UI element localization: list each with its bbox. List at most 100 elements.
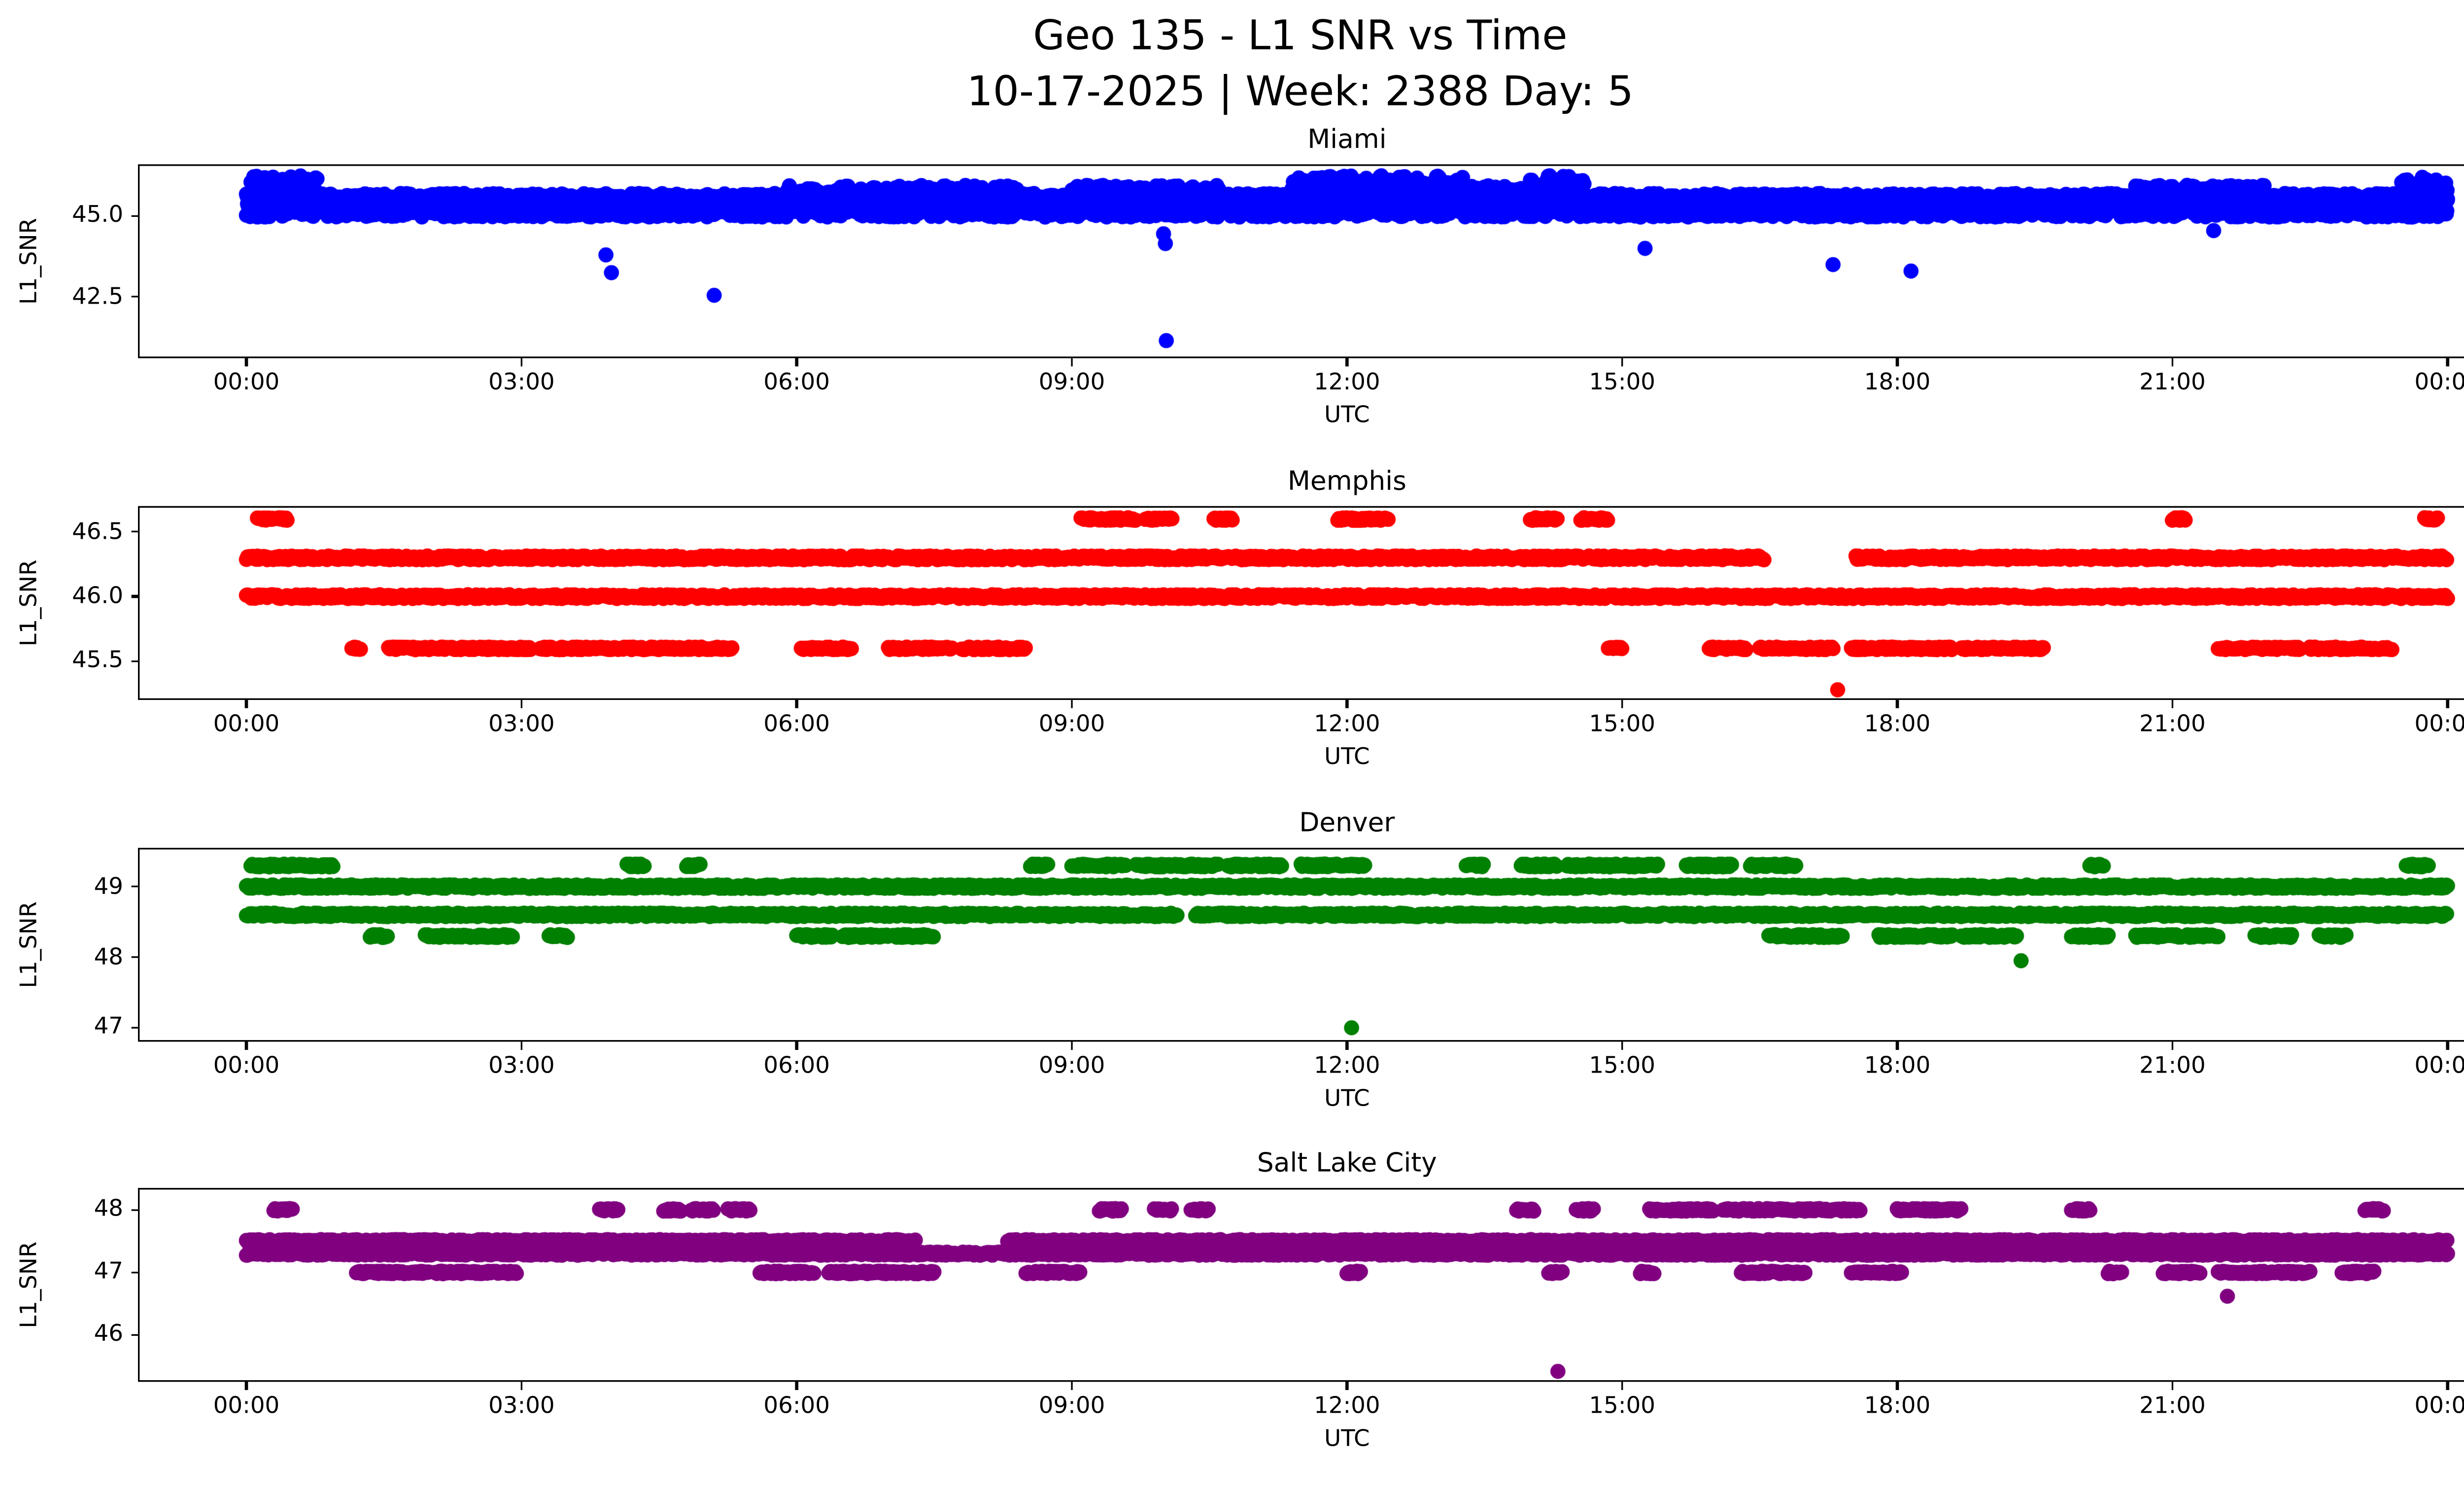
x-tick-label: 03:00: [488, 1393, 555, 1420]
y-tick-label: 48: [94, 944, 124, 971]
x-tickmark: [245, 1042, 247, 1049]
x-tickmark: [795, 1382, 798, 1390]
y-axis-label-salt-lake-city: L1_SNR: [16, 1241, 43, 1328]
x-tickmark: [795, 700, 798, 708]
x-tickmark: [2446, 358, 2449, 366]
x-tickmark: [1346, 1382, 1348, 1390]
x-tick-label: 00:00: [2414, 711, 2464, 738]
x-tick-label: 12:00: [1314, 370, 1380, 396]
y-axis-label-memphis: L1_SNR: [16, 559, 43, 647]
y-tick-label: 46.0: [72, 583, 124, 610]
x-tickmark: [2446, 1382, 2449, 1390]
x-axis-label-miami: UTC: [1324, 402, 1370, 429]
x-tickmark: [520, 1042, 523, 1049]
x-tick-label: 12:00: [1314, 711, 1380, 738]
x-tick-label: 09:00: [1038, 1393, 1105, 1420]
x-tick-label: 00:00: [213, 711, 280, 738]
x-tick-label: 09:00: [1038, 1053, 1105, 1080]
x-tickmark: [1896, 700, 1899, 708]
subplot-title-memphis: Memphis: [1287, 465, 1406, 496]
x-axis-label-salt-lake-city: UTC: [1324, 1426, 1370, 1453]
x-tickmark: [1346, 358, 1348, 366]
x-tickmark: [1346, 700, 1348, 708]
x-tickmark: [2446, 700, 2449, 708]
x-tick-label: 00:00: [2414, 370, 2464, 396]
y-tick-label: 46.5: [72, 519, 124, 545]
x-tickmark: [795, 1042, 798, 1049]
x-tick-label: 15:00: [1589, 711, 1655, 738]
x-tick-label: 06:00: [763, 1393, 830, 1420]
y-tickmark: [131, 1209, 138, 1211]
y-tick-label: 47: [94, 1014, 124, 1041]
scatter-canvas-miami: [138, 164, 2464, 358]
x-tickmark: [1621, 700, 1623, 708]
y-tickmark: [131, 531, 138, 533]
x-tick-label: 18:00: [1864, 1053, 1931, 1080]
scatter-canvas-denver: [138, 848, 2464, 1042]
subplot-title-denver: Denver: [1299, 806, 1395, 838]
y-tickmark: [131, 595, 138, 598]
x-tickmark: [520, 700, 523, 708]
x-tickmark: [795, 358, 798, 366]
y-axis-label-denver: L1_SNR: [16, 901, 43, 988]
x-tick-label: 21:00: [2139, 370, 2206, 396]
x-tick-label: 06:00: [763, 1053, 830, 1080]
x-tickmark: [1346, 1042, 1348, 1049]
x-tickmark: [1621, 358, 1623, 366]
x-tick-label: 03:00: [488, 370, 555, 396]
x-tick-label: 03:00: [488, 711, 555, 738]
x-tickmark: [245, 358, 247, 366]
x-tick-label: 21:00: [2139, 711, 2206, 738]
y-tick-label: 47: [94, 1259, 124, 1286]
x-tickmark: [1071, 1382, 1073, 1390]
y-tickmark: [131, 1334, 138, 1336]
x-tick-label: 21:00: [2139, 1053, 2206, 1080]
y-tickmark: [131, 296, 138, 298]
scatter-canvas-memphis: [138, 506, 2464, 700]
x-tickmark: [2171, 1382, 2174, 1390]
x-tick-label: 18:00: [1864, 370, 1931, 396]
x-axis-label-denver: UTC: [1324, 1086, 1370, 1113]
x-tick-label: 12:00: [1314, 1053, 1380, 1080]
x-tick-label: 15:00: [1589, 1053, 1655, 1080]
y-axis-label-miami: L1_SNR: [16, 218, 43, 305]
x-tickmark: [520, 358, 523, 366]
y-tickmark: [131, 660, 138, 662]
x-tickmark: [2171, 1042, 2174, 1049]
x-tickmark: [2171, 358, 2174, 366]
subplot-title-salt-lake-city: Salt Lake City: [1257, 1147, 1437, 1179]
x-tickmark: [2446, 1042, 2449, 1049]
x-tick-label: 00:00: [213, 1053, 280, 1080]
x-tickmark: [1621, 1382, 1623, 1390]
x-tick-label: 18:00: [1864, 711, 1931, 738]
y-tickmark: [131, 1271, 138, 1274]
x-tick-label: 12:00: [1314, 1393, 1380, 1420]
subplot-title-miami: Miami: [1307, 123, 1387, 155]
x-tick-label: 00:00: [2414, 1393, 2464, 1420]
x-tickmark: [2171, 700, 2174, 708]
scatter-canvas-salt-lake-city: [138, 1188, 2464, 1382]
x-tickmark: [245, 700, 247, 708]
y-tick-label: 48: [94, 1196, 124, 1223]
y-tickmark: [131, 1026, 138, 1029]
x-tick-label: 18:00: [1864, 1393, 1931, 1420]
x-tickmark: [520, 1382, 523, 1390]
y-tick-label: 45.5: [72, 648, 124, 674]
x-tick-label: 09:00: [1038, 711, 1105, 738]
x-tickmark: [1071, 1042, 1073, 1049]
x-axis-label-memphis: UTC: [1324, 744, 1370, 771]
figure-subtitle: 10-17-2025 | Week: 2388 Day: 5: [966, 67, 1634, 115]
x-tick-label: 00:00: [213, 1393, 280, 1420]
y-tickmark: [131, 215, 138, 217]
x-tick-label: 00:00: [213, 370, 280, 396]
x-tickmark: [1071, 700, 1073, 708]
x-tickmark: [1071, 358, 1073, 366]
x-tick-label: 21:00: [2139, 1393, 2206, 1420]
x-tick-label: 15:00: [1589, 1393, 1655, 1420]
x-tick-label: 15:00: [1589, 370, 1655, 396]
x-tick-label: 03:00: [488, 1053, 555, 1080]
x-tickmark: [1896, 1382, 1899, 1390]
x-tickmark: [1621, 1042, 1623, 1049]
y-tickmark: [131, 956, 138, 958]
